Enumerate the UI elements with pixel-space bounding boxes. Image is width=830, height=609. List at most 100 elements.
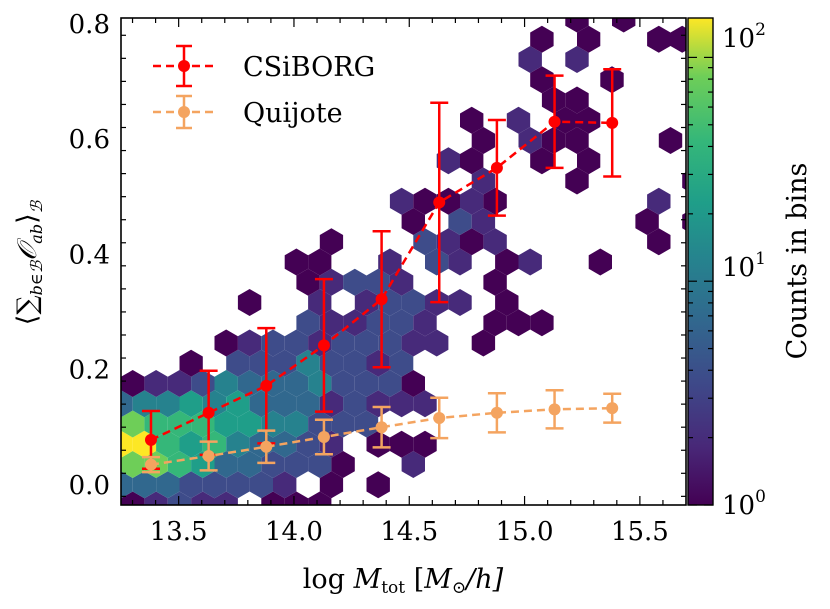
hexbin-cell [448,248,472,276]
hexbin-cell [296,309,320,337]
hexbin-cell [121,430,133,458]
hexbin-cell [121,491,145,505]
y-tick-label: 0.4 [69,240,110,270]
hexbin-cell [343,309,367,337]
hexbin-cell [121,471,133,499]
hexbin-cell [460,106,484,134]
hexbin-cell [553,106,577,134]
hexbin-cell [425,248,449,276]
x-tick-label: 15.5 [611,517,669,547]
hexbin-cell [167,451,192,478]
hexbin-cell [121,390,133,418]
data-point [202,406,215,419]
hexbin-cell [483,309,507,337]
hexbin-cell [132,471,157,499]
hexbin-cell [658,127,683,154]
hexbin-cell [179,471,203,499]
legend: CSiBORG Quijote [153,44,375,130]
hexbin-cell [261,491,285,505]
legend-label-quijote: Quijote [243,98,343,129]
hexbin-cell [401,208,425,235]
x-tick-labels: 13.5 14.0 14.5 15.0 15.5 [150,517,669,547]
hexbin-cell [624,0,647,12]
hexbin-cell [121,451,145,478]
hexbin-cell [237,410,262,438]
hexbin-density [98,0,694,505]
hexbin-cell [483,187,507,215]
plot-frame [120,17,687,506]
hexbin-cell [671,0,694,12]
hexbin-cell [214,329,238,357]
hexbin-cell [530,309,554,337]
hexbin-cell [308,248,332,276]
hexbin-cell [518,46,542,73]
hexbin-cell [284,491,309,505]
data-point [260,379,273,392]
hexbin-cell [354,329,379,357]
hexbin-cell [214,370,238,397]
hexbin-cell [413,309,437,337]
hexbin-cell [296,430,320,458]
hexbin-cell [296,390,320,418]
legend-entry-quijote: Quijote [153,94,343,130]
hexbin-cell [214,491,238,505]
data-point [144,458,157,471]
hexbin-cell [413,187,437,215]
colorbar-gradient [688,18,713,505]
hexbin-cell [296,268,320,296]
x-tick-label: 14.0 [265,517,323,547]
hexbin-cell [483,268,507,296]
y-tick-label: 0.6 [69,125,110,155]
y-tick-label: 0.0 [69,471,110,501]
hexbin-cell [237,451,262,478]
data-point [548,115,561,128]
hexbin-cell [156,471,180,499]
hexbin-cell [319,228,344,256]
hexbin-cell [682,212,686,231]
hexbin-cell [237,329,262,357]
hexbin-cell [530,25,554,53]
hexbin-cell [167,370,192,397]
legend-marker-csiborg [178,60,190,72]
hexbin-cell [319,309,344,337]
hexbin-cell [354,370,379,397]
data-point [606,402,619,415]
hexbin-cell [366,390,390,418]
hexbin-cell [167,491,192,505]
hexbin-cell [506,309,531,337]
hexbin-cell [366,309,390,337]
hexbin-cell [214,451,238,478]
hexbin-cell [156,430,180,458]
hexbin-cell [506,106,531,134]
hexbin-cell [378,370,402,397]
legend-entry-csiborg: CSiBORG [153,44,375,88]
hexbin-cell [612,18,636,33]
hexbin-cell [308,289,332,316]
hexbin-cell [436,147,460,175]
hexbin-cell [389,390,414,418]
hexbin-cell [331,451,355,478]
hexbin-cell [343,349,367,377]
data-point [375,293,388,306]
hexbin-cell [530,66,554,94]
hexbin-cell [565,86,589,114]
hexbin-cell [179,430,203,458]
colorbar-frame [687,17,714,506]
hexbin-cell [179,390,203,418]
data-point [144,433,157,446]
hexbin-cell [389,309,414,337]
hexbin-cell [343,390,367,418]
hexbin-cell [460,187,484,215]
hexbin-cell [98,411,121,438]
hexbin-cell [378,329,402,357]
hexbin-cell [273,471,297,499]
hexbin-cell [226,471,250,499]
hexbin-cell [682,172,686,190]
hexbin-cell [202,471,227,499]
hexbin-cell [401,370,425,397]
hexbin-cell [273,390,297,418]
hexbin-cell [647,187,671,215]
hexbin-cell [577,25,601,53]
hexbin-cell [214,410,238,438]
